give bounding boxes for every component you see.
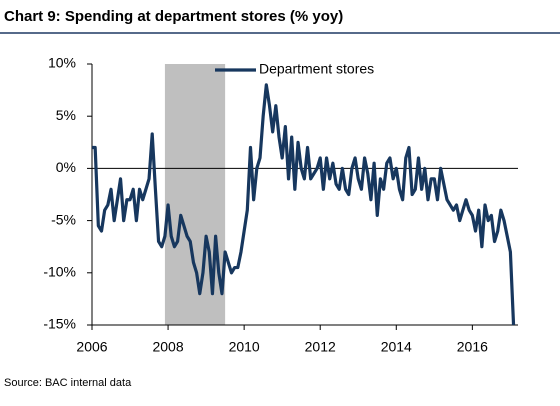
y-tick-label: -5% <box>51 211 76 227</box>
x-tick-label: 2010 <box>229 339 260 355</box>
y-tick-label: 5% <box>56 107 76 123</box>
source-note: Source: BAC internal data <box>4 377 132 389</box>
x-tick-label: 2006 <box>76 339 107 355</box>
legend-label: Department stores <box>259 61 374 77</box>
y-tick-label: -10% <box>43 264 76 280</box>
data-line <box>92 83 516 326</box>
x-tick-label: 2012 <box>305 339 336 355</box>
y-tick-label: 0% <box>56 159 76 175</box>
shaded-period <box>164 64 226 325</box>
chart-title: Chart 9: Spending at department stores (… <box>4 8 343 25</box>
x-tick-label: 2008 <box>152 339 183 355</box>
y-tick-label: -15% <box>43 316 76 332</box>
y-tick-label: 10% <box>48 55 76 71</box>
x-tick-label: 2016 <box>457 339 488 355</box>
x-tick-label: 2014 <box>381 339 412 355</box>
